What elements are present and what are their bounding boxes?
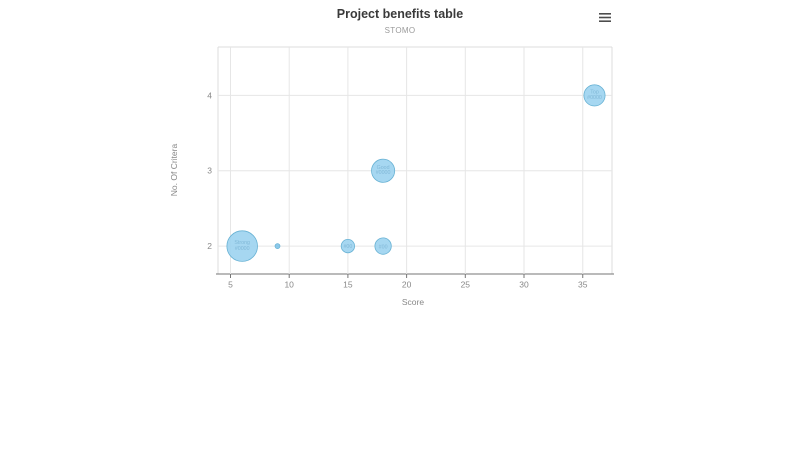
svg-text:#00: #00: [343, 244, 352, 250]
svg-text:4: 4: [207, 90, 212, 100]
svg-text:5: 5: [228, 280, 233, 290]
svg-text:#0000: #0000: [587, 95, 602, 101]
svg-text:#0000: #0000: [376, 170, 391, 176]
svg-text:25: 25: [461, 280, 471, 290]
svg-text:Score: Score: [402, 297, 424, 307]
svg-text:35: 35: [578, 280, 588, 290]
svg-text:10: 10: [284, 280, 294, 290]
svg-text:2: 2: [207, 241, 212, 251]
svg-text:No. Of Critera: No. Of Critera: [169, 144, 179, 197]
svg-text:15: 15: [343, 280, 353, 290]
svg-text:#00: #00: [379, 245, 388, 251]
svg-text:30: 30: [519, 280, 529, 290]
svg-text:20: 20: [402, 280, 412, 290]
svg-text:3: 3: [207, 166, 212, 176]
svg-text:#0000: #0000: [235, 246, 250, 252]
